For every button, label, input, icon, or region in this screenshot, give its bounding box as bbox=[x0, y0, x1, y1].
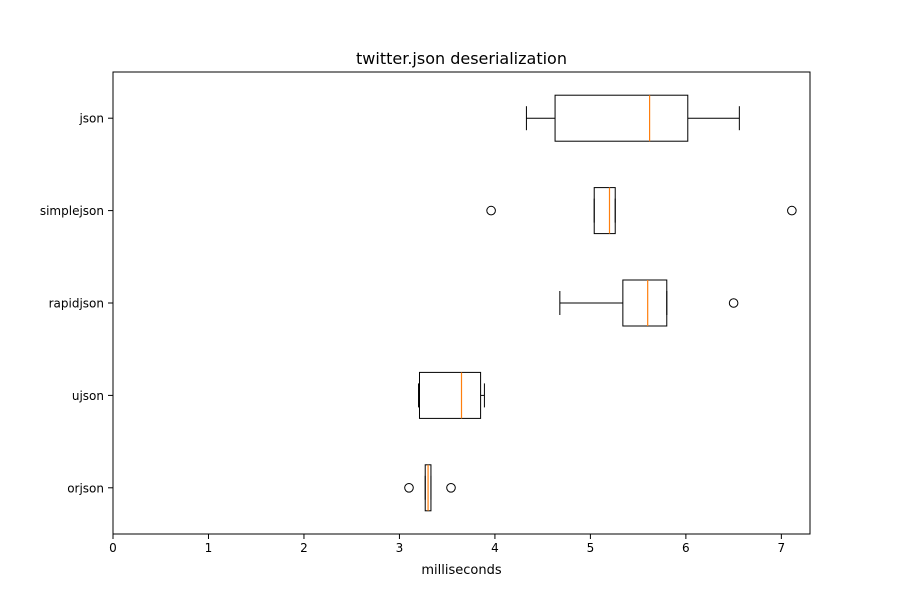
chart-title: twitter.json deserialization bbox=[356, 49, 567, 68]
outlier-point bbox=[486, 205, 496, 216]
boxplot-rapidjson bbox=[559, 279, 739, 327]
y-tick-label: ujson bbox=[72, 389, 104, 403]
x-tick-label: 7 bbox=[778, 541, 786, 555]
boxplots bbox=[404, 94, 797, 512]
y-tick-label: rapidjson bbox=[49, 297, 104, 311]
plot-area bbox=[112, 71, 811, 535]
x-tick-label: 6 bbox=[682, 541, 690, 555]
y-tick-label: simplejson bbox=[40, 204, 104, 218]
y-axis: orjson ujson rapidjson simplejson json bbox=[40, 112, 113, 495]
x-tick-label: 5 bbox=[587, 541, 595, 555]
box bbox=[554, 94, 689, 142]
x-tick-label: 4 bbox=[491, 541, 499, 555]
box bbox=[622, 279, 668, 327]
x-tick-label: 1 bbox=[205, 541, 213, 555]
boxplot-orjson bbox=[404, 464, 456, 512]
outlier-point bbox=[787, 205, 797, 216]
x-axis-label: milliseconds bbox=[421, 563, 501, 578]
boxplot-ujson bbox=[418, 371, 485, 419]
outlier-point bbox=[404, 483, 414, 493]
boxplot-json bbox=[525, 94, 740, 142]
y-tick-label: json bbox=[78, 112, 104, 126]
outlier-point bbox=[728, 298, 739, 308]
outlier-point bbox=[446, 483, 456, 493]
boxplot-simplejson bbox=[486, 187, 797, 235]
x-tick-label: 3 bbox=[396, 541, 404, 555]
x-tick-label: 2 bbox=[300, 541, 308, 555]
x-tick-label: 0 bbox=[109, 541, 117, 555]
box bbox=[418, 371, 482, 419]
x-axis: 0 1 2 3 4 5 6 7 bbox=[109, 534, 785, 555]
y-tick-label: orjson bbox=[67, 481, 104, 495]
box bbox=[593, 187, 616, 235]
